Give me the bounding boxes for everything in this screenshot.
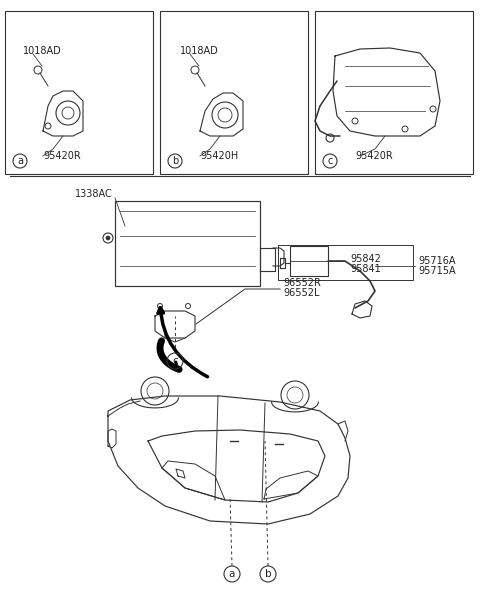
Text: c: c <box>172 356 178 366</box>
Text: 96552R: 96552R <box>283 278 321 288</box>
Text: 95842: 95842 <box>350 254 381 264</box>
Text: 95716A: 95716A <box>418 256 456 266</box>
Text: 95420R: 95420R <box>43 151 81 161</box>
Text: 1018AD: 1018AD <box>180 46 219 56</box>
Text: 95841: 95841 <box>350 264 381 274</box>
Text: c: c <box>327 156 333 166</box>
Text: 1018AD: 1018AD <box>23 46 62 56</box>
Circle shape <box>106 236 110 240</box>
Text: b: b <box>264 569 271 579</box>
Text: 1338AC: 1338AC <box>75 189 113 199</box>
Text: 95420H: 95420H <box>200 151 238 161</box>
Text: 95715A: 95715A <box>418 266 456 276</box>
Text: a: a <box>17 156 23 166</box>
Text: a: a <box>229 569 235 579</box>
Text: b: b <box>172 156 178 166</box>
Text: 95420R: 95420R <box>355 151 393 161</box>
Text: 96552L: 96552L <box>283 288 320 298</box>
